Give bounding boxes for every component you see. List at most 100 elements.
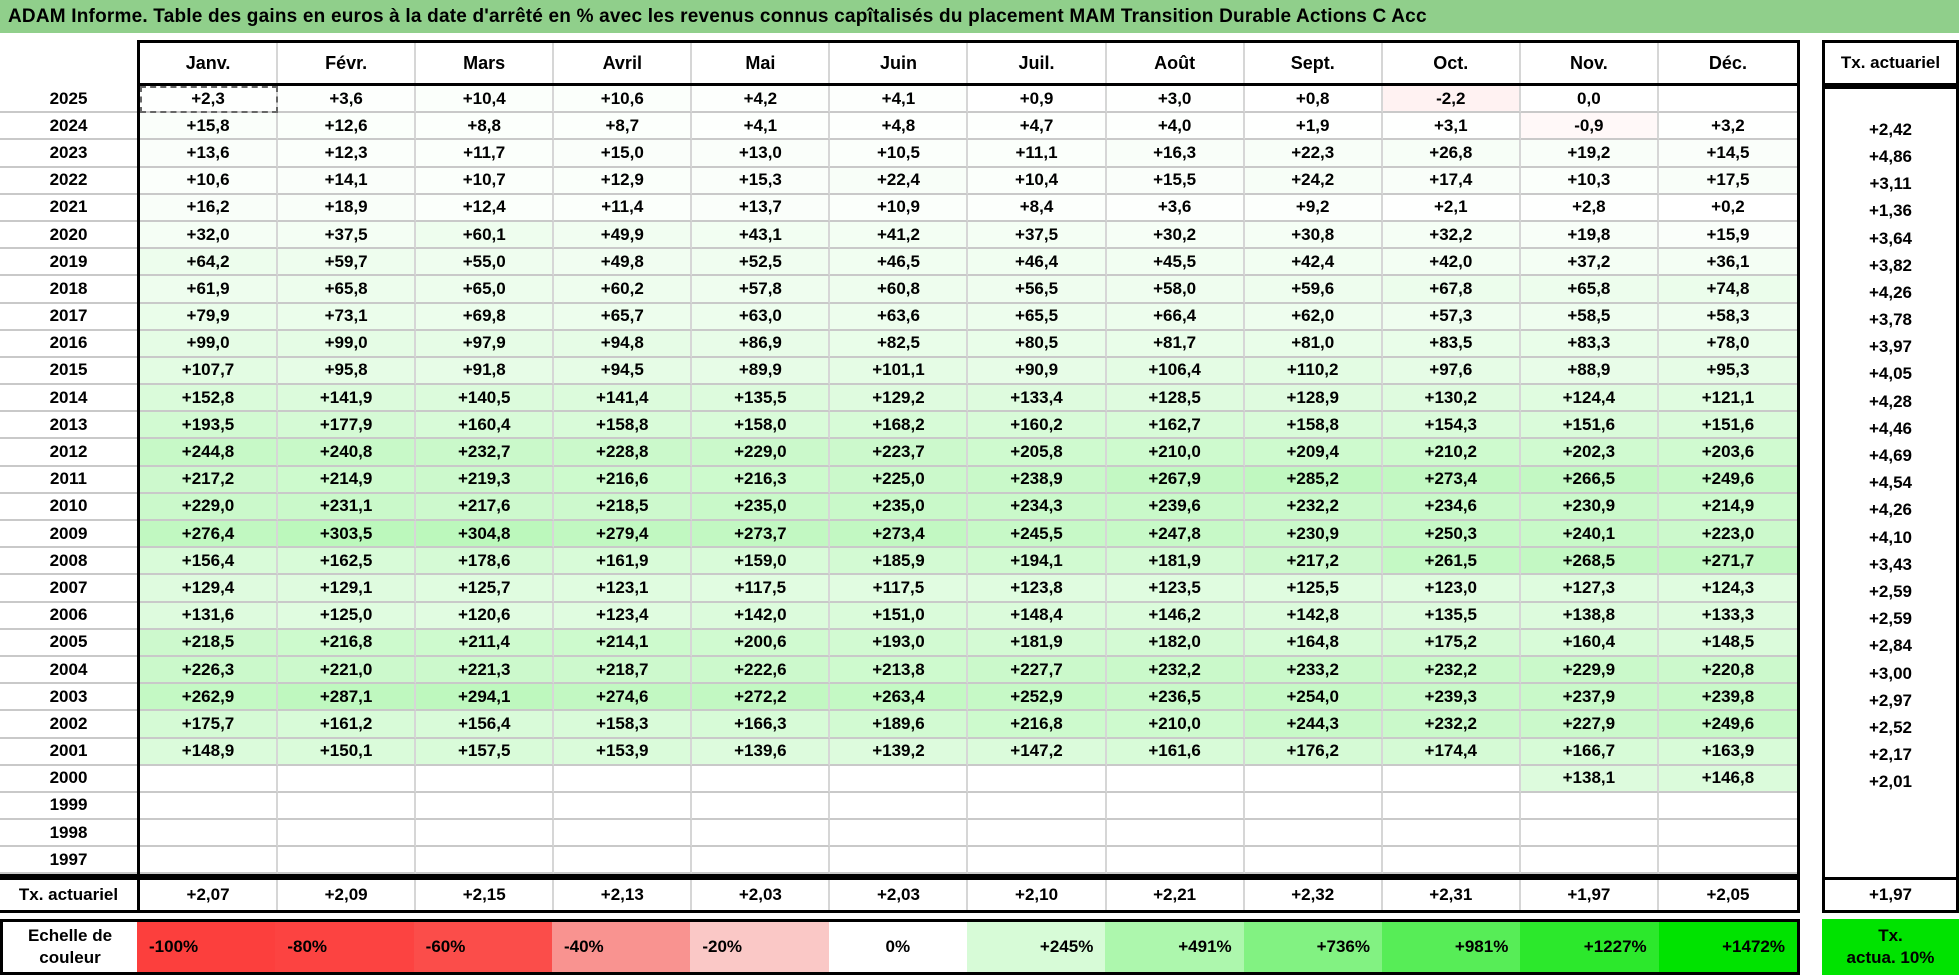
- gain-cell[interactable]: +3,0: [1106, 86, 1245, 114]
- gain-cell[interactable]: +273,7: [692, 521, 831, 549]
- gain-cell[interactable]: +240,1: [1520, 521, 1659, 549]
- gain-cell[interactable]: +3,1: [1382, 113, 1521, 141]
- gain-cell[interactable]: +234,6: [1382, 493, 1521, 521]
- gain-cell[interactable]: +263,4: [830, 684, 969, 712]
- gain-cell[interactable]: +273,4: [1382, 466, 1521, 494]
- gain-cell[interactable]: +81,0: [1244, 330, 1383, 358]
- gain-cell[interactable]: +64,2: [140, 249, 279, 277]
- gain-cell[interactable]: +261,5: [1382, 548, 1521, 576]
- gain-cell[interactable]: +91,8: [416, 357, 555, 386]
- gain-cell[interactable]: +49,9: [554, 221, 693, 250]
- gain-cell[interactable]: +138,1: [1520, 765, 1659, 793]
- gain-cell[interactable]: +58,3: [1658, 303, 1797, 331]
- gain-cell[interactable]: +216,3: [692, 466, 831, 494]
- gain-cell[interactable]: +158,3: [554, 711, 693, 739]
- gain-cell[interactable]: +147,2: [968, 738, 1107, 766]
- gain-cell[interactable]: +230,9: [1520, 493, 1659, 521]
- gain-cell[interactable]: +55,0: [416, 249, 555, 277]
- gain-cell[interactable]: [968, 820, 1107, 848]
- gain-cell[interactable]: +162,5: [278, 548, 417, 576]
- gain-cell[interactable]: +10,9: [830, 194, 969, 222]
- gain-cell[interactable]: +94,5: [554, 357, 693, 386]
- gain-cell[interactable]: [830, 820, 969, 848]
- gain-cell[interactable]: +59,7: [278, 249, 417, 277]
- gain-cell[interactable]: +174,4: [1382, 738, 1521, 766]
- gain-cell[interactable]: +272,2: [692, 684, 831, 712]
- gain-cell[interactable]: +266,5: [1520, 466, 1659, 494]
- gain-cell[interactable]: +95,8: [278, 357, 417, 386]
- gain-cell[interactable]: +125,0: [278, 602, 417, 630]
- gain-cell[interactable]: [830, 847, 969, 875]
- gain-cell[interactable]: +78,0: [1658, 330, 1797, 358]
- gain-cell[interactable]: +156,4: [140, 548, 279, 576]
- gain-cell[interactable]: +74,8: [1658, 276, 1797, 304]
- gain-cell[interactable]: +225,0: [830, 466, 969, 494]
- tx-actuariel-cell[interactable]: +2,10: [968, 880, 1107, 911]
- gain-cell[interactable]: +177,9: [278, 412, 417, 440]
- gain-cell[interactable]: +15,5: [1106, 167, 1245, 195]
- gain-cell[interactable]: +19,2: [1520, 140, 1659, 168]
- gain-cell[interactable]: +151,6: [1520, 412, 1659, 440]
- gain-cell[interactable]: +235,0: [830, 493, 969, 521]
- gain-cell[interactable]: [1520, 792, 1659, 821]
- gain-cell[interactable]: +223,7: [830, 439, 969, 467]
- gain-cell[interactable]: +97,9: [416, 330, 555, 358]
- gain-cell[interactable]: +107,7: [140, 357, 279, 386]
- gain-cell[interactable]: +160,2: [968, 412, 1107, 440]
- gain-cell[interactable]: +49,8: [554, 249, 693, 277]
- gain-cell[interactable]: +2,1: [1382, 194, 1521, 222]
- gain-cell[interactable]: +0,8: [1244, 86, 1383, 114]
- gain-cell[interactable]: +61,9: [140, 276, 279, 304]
- gain-cell[interactable]: +10,4: [416, 86, 555, 114]
- gain-cell[interactable]: [692, 765, 831, 793]
- selected-gain-cell[interactable]: +2,3: [140, 86, 279, 114]
- gain-cell[interactable]: +250,3: [1382, 521, 1521, 549]
- gain-cell[interactable]: +15,8: [140, 113, 279, 141]
- gain-cell[interactable]: +90,9: [968, 357, 1107, 386]
- gain-cell[interactable]: [416, 792, 555, 821]
- tx-actuariel-year-value[interactable]: +3,97: [1868, 337, 1912, 357]
- gain-cell[interactable]: +95,3: [1658, 357, 1797, 386]
- gain-cell[interactable]: +15,0: [554, 140, 693, 168]
- gain-cell[interactable]: +13,0: [692, 140, 831, 168]
- tx-actuariel-year-value[interactable]: +2,84: [1868, 636, 1912, 656]
- gain-cell[interactable]: [968, 847, 1107, 875]
- tx-actuariel-year-value[interactable]: +3,11: [1869, 174, 1912, 194]
- gain-cell[interactable]: +232,2: [1106, 656, 1245, 685]
- gain-cell[interactable]: [1520, 820, 1659, 848]
- gain-cell[interactable]: +182,0: [1106, 629, 1245, 657]
- gain-cell[interactable]: +37,5: [968, 221, 1107, 250]
- gain-cell[interactable]: +65,5: [968, 303, 1107, 331]
- gain-cell[interactable]: [1520, 847, 1659, 875]
- tx-actuariel-year-value[interactable]: +3,43: [1868, 554, 1912, 574]
- gain-cell[interactable]: [830, 792, 969, 821]
- gain-cell[interactable]: +94,8: [554, 330, 693, 358]
- gain-cell[interactable]: +140,5: [416, 385, 555, 413]
- gain-cell[interactable]: [1244, 847, 1383, 875]
- gain-cell[interactable]: [692, 792, 831, 821]
- gain-cell[interactable]: +148,4: [968, 602, 1107, 630]
- gain-cell[interactable]: [1244, 820, 1383, 848]
- tx-actuariel-year-value[interactable]: +4,28: [1868, 391, 1912, 411]
- gain-cell[interactable]: +285,2: [1244, 466, 1383, 494]
- gain-cell[interactable]: +36,1: [1658, 249, 1797, 277]
- gain-cell[interactable]: [140, 765, 279, 793]
- gain-cell[interactable]: +10,6: [554, 86, 693, 114]
- gain-cell[interactable]: [1658, 847, 1797, 875]
- gain-cell[interactable]: +217,2: [140, 466, 279, 494]
- tx-actuariel-year-value[interactable]: +4,05: [1868, 364, 1912, 384]
- gain-cell[interactable]: +15,9: [1658, 221, 1797, 250]
- gain-cell[interactable]: +14,5: [1658, 140, 1797, 168]
- gain-cell[interactable]: [416, 820, 555, 848]
- gain-cell[interactable]: +146,8: [1658, 765, 1797, 793]
- gain-cell[interactable]: [1106, 820, 1245, 848]
- gain-cell[interactable]: +303,5: [278, 521, 417, 549]
- gain-cell[interactable]: +227,7: [968, 656, 1107, 685]
- gain-cell[interactable]: +221,3: [416, 656, 555, 685]
- gain-cell[interactable]: +69,8: [416, 303, 555, 331]
- gain-cell[interactable]: +19,8: [1520, 221, 1659, 250]
- gain-cell[interactable]: +83,5: [1382, 330, 1521, 358]
- gain-cell[interactable]: +238,9: [968, 466, 1107, 494]
- gain-cell[interactable]: +12,9: [554, 167, 693, 195]
- tx-actuariel-year-value[interactable]: +4,10: [1868, 527, 1912, 547]
